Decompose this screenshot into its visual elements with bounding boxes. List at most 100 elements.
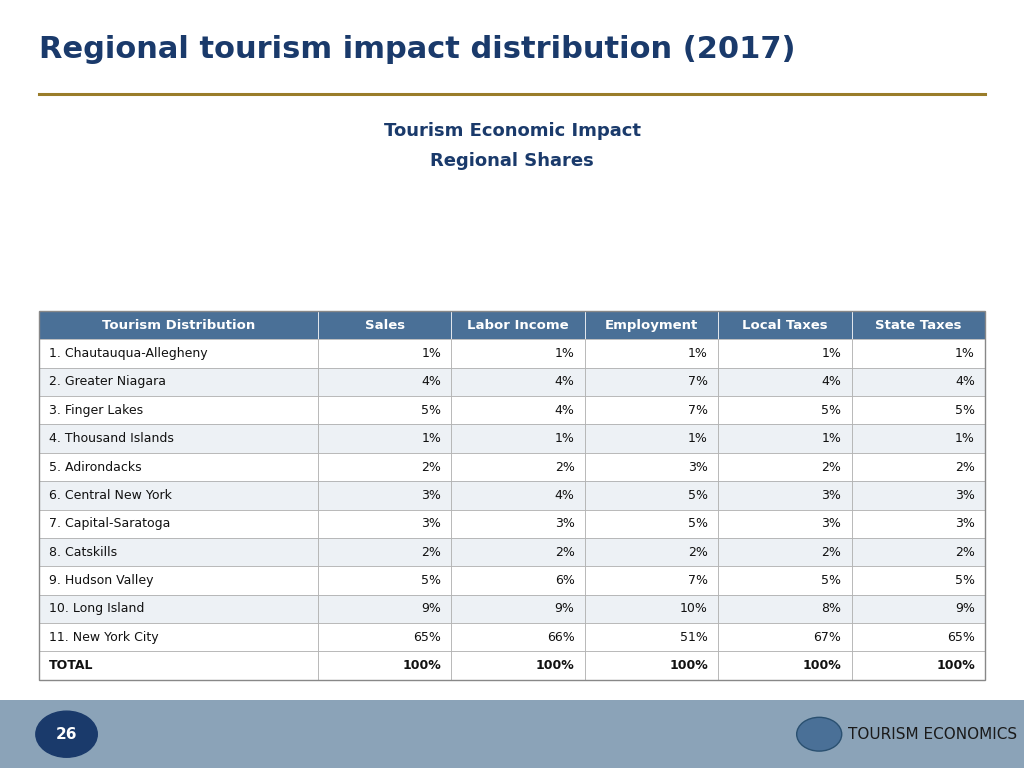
Bar: [318, 396, 452, 425]
Text: 5%: 5%: [954, 574, 975, 587]
Text: 4%: 4%: [555, 489, 574, 502]
Bar: [452, 594, 585, 623]
Text: 9%: 9%: [955, 602, 975, 615]
Bar: [585, 311, 718, 339]
Text: 4. Thousand Islands: 4. Thousand Islands: [49, 432, 174, 445]
Bar: [718, 482, 852, 509]
Text: 67%: 67%: [813, 631, 842, 644]
Bar: [452, 425, 585, 453]
Text: Regional Shares: Regional Shares: [430, 152, 594, 170]
Text: 11. New York City: 11. New York City: [49, 631, 159, 644]
Bar: [39, 623, 318, 651]
Bar: [585, 396, 718, 425]
Bar: [852, 538, 985, 566]
Bar: [318, 651, 452, 680]
Bar: [718, 425, 852, 453]
Text: 1%: 1%: [955, 432, 975, 445]
Text: 100%: 100%: [402, 659, 441, 672]
Bar: [39, 396, 318, 425]
Bar: [318, 368, 452, 396]
Bar: [39, 594, 318, 623]
Text: Employment: Employment: [605, 319, 698, 332]
Text: 2%: 2%: [955, 461, 975, 474]
Text: 1%: 1%: [555, 432, 574, 445]
Text: Tourism Economic Impact: Tourism Economic Impact: [384, 121, 640, 140]
Text: 8%: 8%: [821, 602, 842, 615]
Bar: [452, 339, 585, 368]
Bar: [318, 482, 452, 509]
Bar: [39, 538, 318, 566]
Text: 51%: 51%: [680, 631, 708, 644]
Text: 1%: 1%: [421, 432, 441, 445]
Text: 2%: 2%: [421, 461, 441, 474]
Circle shape: [797, 717, 842, 751]
Text: Labor Income: Labor Income: [467, 319, 569, 332]
Text: 5%: 5%: [421, 574, 441, 587]
Text: 7%: 7%: [688, 574, 708, 587]
Text: 1%: 1%: [555, 347, 574, 360]
Bar: [39, 482, 318, 509]
Bar: [318, 453, 452, 482]
Bar: [39, 339, 318, 368]
Text: 65%: 65%: [414, 631, 441, 644]
Bar: [852, 396, 985, 425]
Text: 1%: 1%: [688, 347, 708, 360]
Text: 5%: 5%: [954, 404, 975, 417]
Bar: [585, 594, 718, 623]
Bar: [718, 339, 852, 368]
Text: 3%: 3%: [821, 489, 842, 502]
Bar: [452, 566, 585, 594]
Text: 5. Adirondacks: 5. Adirondacks: [49, 461, 141, 474]
Text: 7. Capital-Saratoga: 7. Capital-Saratoga: [49, 517, 171, 530]
Text: 4%: 4%: [421, 376, 441, 389]
Bar: [718, 623, 852, 651]
Bar: [585, 623, 718, 651]
Bar: [852, 566, 985, 594]
Bar: [39, 566, 318, 594]
Bar: [585, 339, 718, 368]
Text: 4%: 4%: [821, 376, 842, 389]
Text: 1. Chautauqua-Allegheny: 1. Chautauqua-Allegheny: [49, 347, 208, 360]
Text: 2%: 2%: [955, 545, 975, 558]
Text: 9. Hudson Valley: 9. Hudson Valley: [49, 574, 154, 587]
Bar: [718, 594, 852, 623]
Text: 100%: 100%: [670, 659, 708, 672]
Text: 3%: 3%: [955, 489, 975, 502]
Bar: [585, 651, 718, 680]
Text: 5%: 5%: [421, 404, 441, 417]
Bar: [39, 509, 318, 538]
Text: 3%: 3%: [421, 489, 441, 502]
Bar: [852, 339, 985, 368]
Bar: [452, 311, 585, 339]
Text: 5%: 5%: [821, 574, 842, 587]
Bar: [39, 311, 318, 339]
Bar: [718, 651, 852, 680]
Text: 65%: 65%: [947, 631, 975, 644]
Bar: [852, 453, 985, 482]
Bar: [852, 482, 985, 509]
Circle shape: [36, 711, 97, 757]
Text: 3%: 3%: [955, 517, 975, 530]
Text: 4%: 4%: [555, 376, 574, 389]
Bar: [718, 509, 852, 538]
Bar: [318, 623, 452, 651]
Text: 3%: 3%: [421, 517, 441, 530]
Text: 1%: 1%: [821, 432, 842, 445]
Bar: [318, 339, 452, 368]
Bar: [585, 425, 718, 453]
Bar: [318, 566, 452, 594]
Text: 5%: 5%: [821, 404, 842, 417]
Text: 9%: 9%: [555, 602, 574, 615]
Text: 10. Long Island: 10. Long Island: [49, 602, 144, 615]
Bar: [585, 509, 718, 538]
Bar: [718, 396, 852, 425]
Bar: [585, 482, 718, 509]
Bar: [852, 311, 985, 339]
Text: 2%: 2%: [555, 461, 574, 474]
Text: 4%: 4%: [955, 376, 975, 389]
Bar: [452, 538, 585, 566]
Text: 4%: 4%: [555, 404, 574, 417]
Text: 5%: 5%: [688, 489, 708, 502]
Text: 5%: 5%: [688, 517, 708, 530]
Bar: [452, 623, 585, 651]
